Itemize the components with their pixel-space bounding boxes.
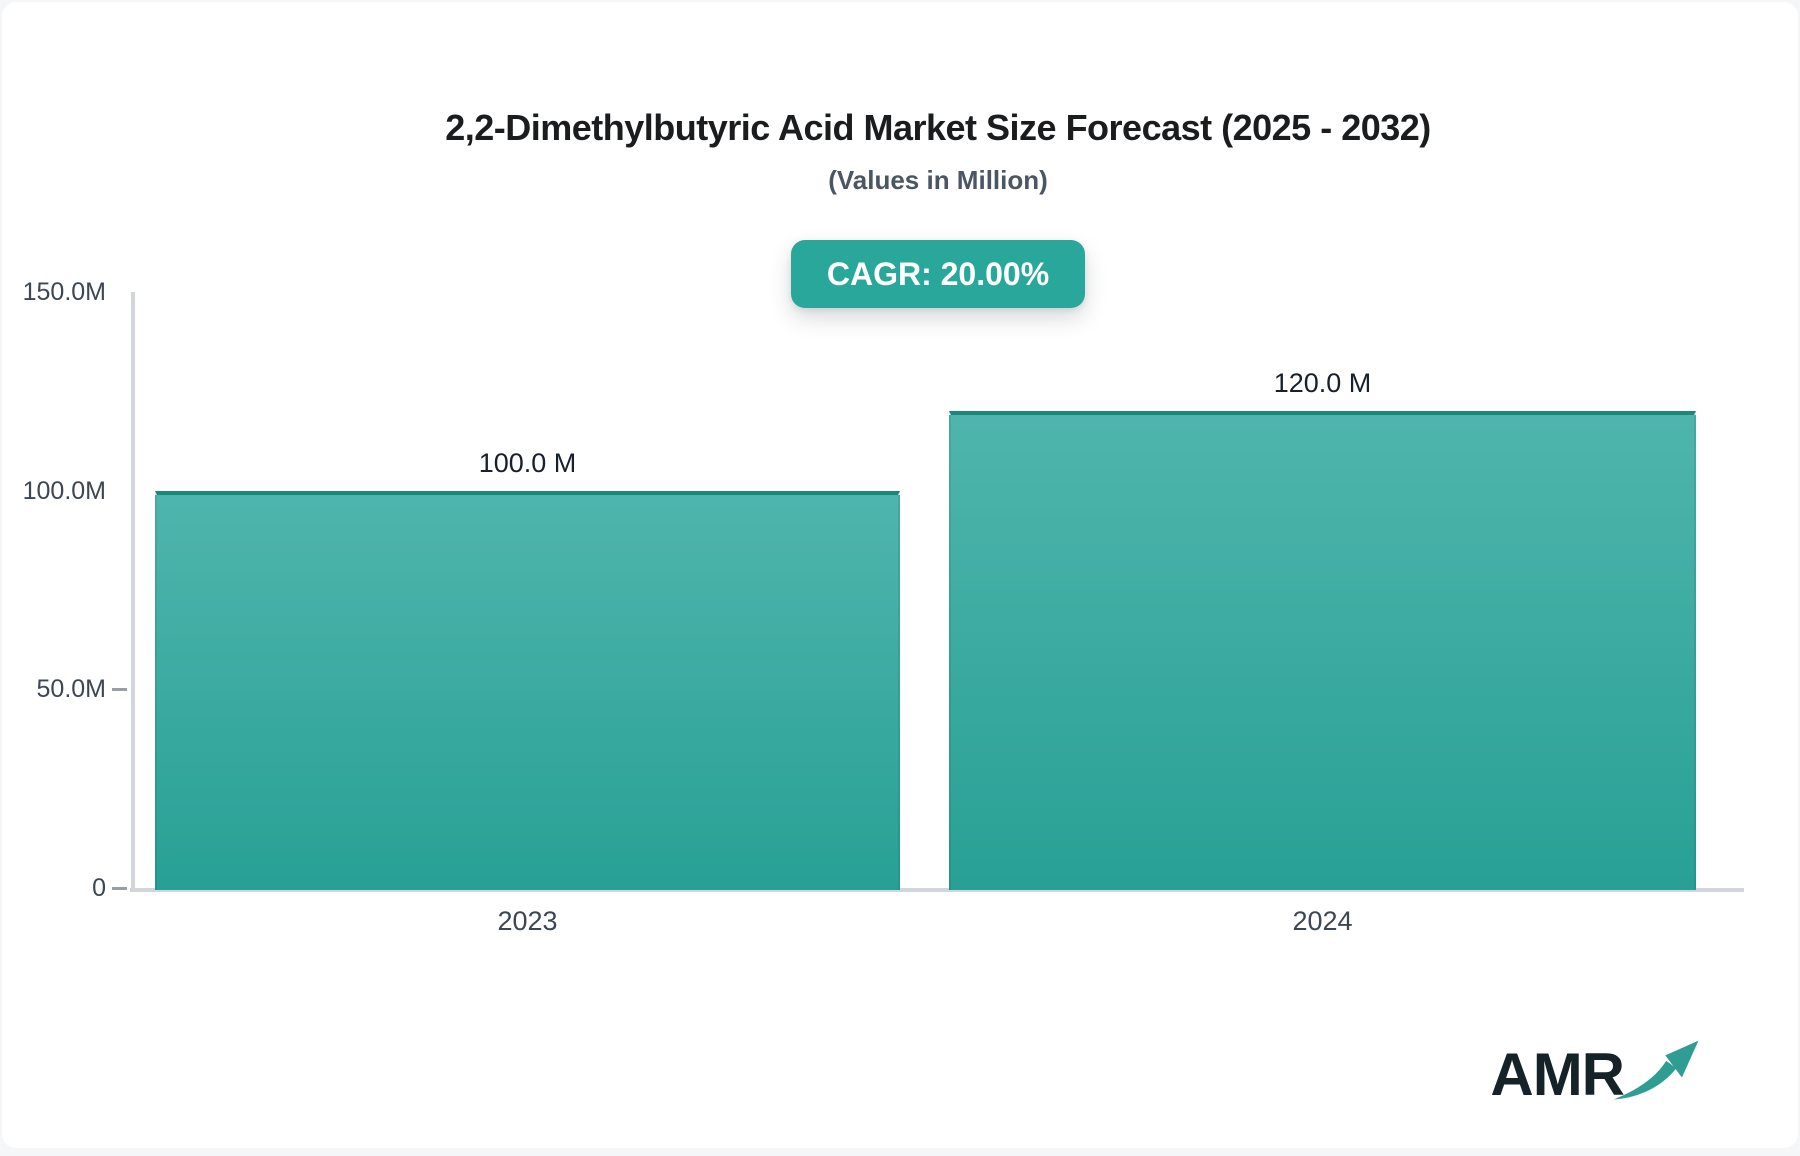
- trend-up-arrow-icon: [1613, 1040, 1699, 1100]
- bar-value-label: 100.0 M: [478, 447, 577, 478]
- bar-2024[interactable]: [949, 411, 1696, 890]
- y-axis-tick-mark: [112, 887, 127, 890]
- x-axis-category-label: 2023: [497, 906, 558, 936]
- chart-subtitle: (Values in Million): [828, 165, 1048, 195]
- cagr-badge: CAGR: 20.00%: [790, 240, 1086, 308]
- amr-logo: AMR: [1490, 1036, 1704, 1108]
- chart-title: 2,2-Dimethylbutyric Acid Market Size For…: [445, 107, 1431, 148]
- bar-2023[interactable]: [155, 490, 900, 890]
- y-axis-tick-label: 0: [92, 874, 106, 902]
- x-axis-line: [130, 888, 1744, 892]
- chart-header: 2,2-Dimethylbutyric Acid Market Size For…: [132, 2, 1744, 308]
- y-axis-tick-label: 100.0M: [22, 476, 106, 505]
- x-axis-category-label: 2024: [1292, 906, 1353, 936]
- bar-value-label: 120.0 M: [1273, 368, 1372, 399]
- y-axis-tick-label: 150.0M: [22, 278, 106, 306]
- y-axis-line: [131, 292, 135, 892]
- amr-logo-text: AMR: [1490, 1041, 1625, 1108]
- y-axis-tick-label: 50.0M: [36, 675, 106, 704]
- y-axis-tick-mark: [112, 688, 127, 692]
